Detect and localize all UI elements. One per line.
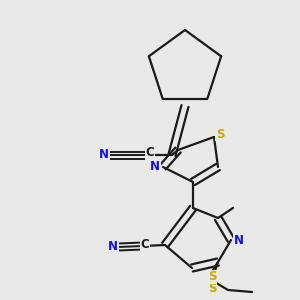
- Text: N: N: [150, 160, 160, 172]
- Text: C: C: [141, 238, 149, 250]
- Text: S: S: [208, 271, 216, 284]
- Text: N: N: [234, 233, 244, 247]
- Text: C: C: [146, 146, 154, 160]
- Text: S: S: [208, 281, 216, 295]
- Text: N: N: [108, 241, 118, 254]
- Text: S: S: [216, 128, 224, 140]
- Text: N: N: [99, 148, 109, 161]
